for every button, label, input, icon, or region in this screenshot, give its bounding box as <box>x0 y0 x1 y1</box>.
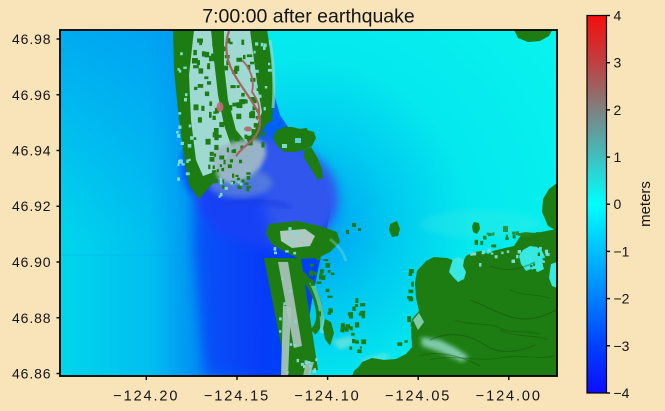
svg-text:46.98: 46.98 <box>12 31 52 47</box>
svg-text:1: 1 <box>614 149 622 165</box>
svg-text:−124.20: −124.20 <box>113 389 179 405</box>
svg-text:46.86: 46.86 <box>12 366 52 382</box>
svg-text:−124.10: −124.10 <box>295 389 361 405</box>
svg-text:46.90: 46.90 <box>12 254 52 270</box>
svg-text:46.94: 46.94 <box>12 143 52 159</box>
svg-text:−124.00: −124.00 <box>476 389 542 405</box>
svg-text:3: 3 <box>614 55 622 71</box>
svg-text:−4: −4 <box>614 385 630 401</box>
svg-text:46.92: 46.92 <box>12 198 52 214</box>
svg-text:−124.15: −124.15 <box>204 389 270 405</box>
svg-text:−124.05: −124.05 <box>385 389 451 405</box>
svg-text:−2: −2 <box>614 291 630 307</box>
svg-text:4: 4 <box>614 8 622 24</box>
svg-text:−1: −1 <box>614 243 630 259</box>
svg-text:46.88: 46.88 <box>12 310 52 326</box>
svg-text:0: 0 <box>614 196 622 212</box>
svg-text:46.96: 46.96 <box>12 87 52 103</box>
svg-text:2: 2 <box>614 102 622 118</box>
svg-text:−3: −3 <box>614 338 630 354</box>
svg-text:meters: meters <box>637 181 654 227</box>
svg-text:7:00:00 after earthquake: 7:00:00 after earthquake <box>202 6 415 28</box>
